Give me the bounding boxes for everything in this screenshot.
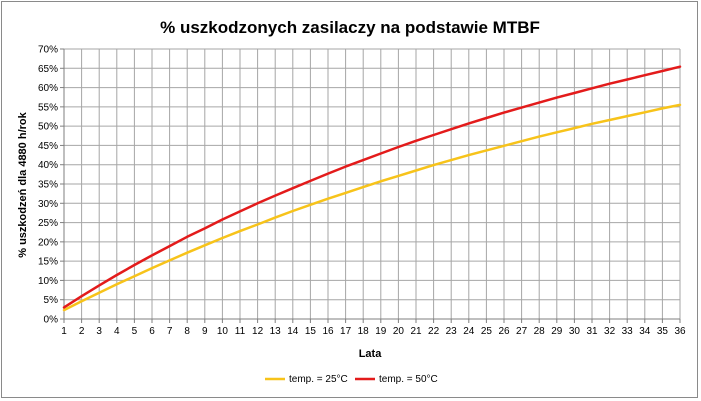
y-tick-label: 5% [44,295,59,306]
x-axis-label: Lata [359,348,383,360]
y-axis-ticks: 0% 5% 10% 15% 20% 25% 30% 35% 40% 45% 50% 55% 60% 65%… [38,45,58,326]
x-tick-label: 5 [132,326,138,337]
series-line-1 [62,103,682,312]
x-tick-label: 23 [446,326,458,337]
x-tick-label: 14 [287,326,299,337]
legend: temp. = 25°C temp. = 50°C [265,374,438,385]
x-tick-label: 35 [657,326,669,337]
x-tick-label: 27 [516,326,528,337]
y-tick-label: 55% [38,102,58,113]
legend-label-2: temp. = 50°C [379,374,438,385]
x-tick-label: 11 [235,326,246,337]
y-tick-label: 60% [38,83,58,94]
x-tick-label: 16 [322,326,334,337]
x-tick-label: 8 [184,326,190,337]
x-tick-label: 7 [167,326,173,337]
x-axis-ticks: 1 2 3 4 5 6 7 8 9 10 11 12 13 14 15 16 17 18 19 20 21 22 23 24 2… [61,326,686,337]
y-tick-label: 40% [38,160,58,171]
x-tick-label: 13 [270,326,282,337]
x-tick-label: 15 [305,326,317,337]
x-tick-label: 28 [534,326,546,337]
y-tick-label: 25% [38,218,58,229]
x-tick-label: 19 [375,326,387,337]
x-tick-label: 1 [61,326,67,337]
x-tick-label: 24 [463,326,475,337]
x-tick-label: 10 [217,326,229,337]
x-tick-label: 32 [604,326,616,337]
x-tick-label: 31 [586,326,598,337]
x-tick-label: 22 [428,326,440,337]
legend-label-1: temp. = 25°C [289,374,348,385]
series-lines [62,65,682,312]
x-tick-label: 6 [149,326,155,337]
y-axis-label: % uszkodzeń dla 4880 h/rok [17,111,29,257]
y-tick-label: 20% [38,237,58,248]
y-tick-label: 0% [44,315,59,326]
chart-title: % uszkodzonych zasilaczy na podstawie MT… [160,18,540,37]
x-tick-label: 26 [498,326,510,337]
x-tick-label: 36 [674,326,686,337]
y-tick-label: 10% [38,276,58,287]
y-tick-label: 50% [38,122,58,133]
x-tick-label: 21 [410,326,422,337]
x-tick-label: 18 [358,326,370,337]
x-tick-label: 2 [79,326,85,337]
x-tick-label: 33 [622,326,634,337]
x-tick-label: 17 [340,326,352,337]
series-line-2 [62,65,682,309]
x-tick-label: 12 [252,326,264,337]
x-tick-label: 20 [393,326,405,337]
y-tick-label: 30% [38,199,58,210]
y-tick-label: 70% [38,45,58,56]
y-tick-label: 35% [38,180,58,191]
x-tick-label: 34 [639,326,651,337]
y-tick-label: 65% [38,64,58,75]
y-tick-label: 15% [38,257,58,268]
x-tick-label: 4 [114,326,120,337]
y-tick-label: 45% [38,141,58,152]
x-tick-label: 29 [551,326,563,337]
x-tick-label: 30 [569,326,581,337]
x-tick-label: 3 [96,326,102,337]
x-tick-label: 25 [481,326,493,337]
x-tick-label: 9 [202,326,208,337]
